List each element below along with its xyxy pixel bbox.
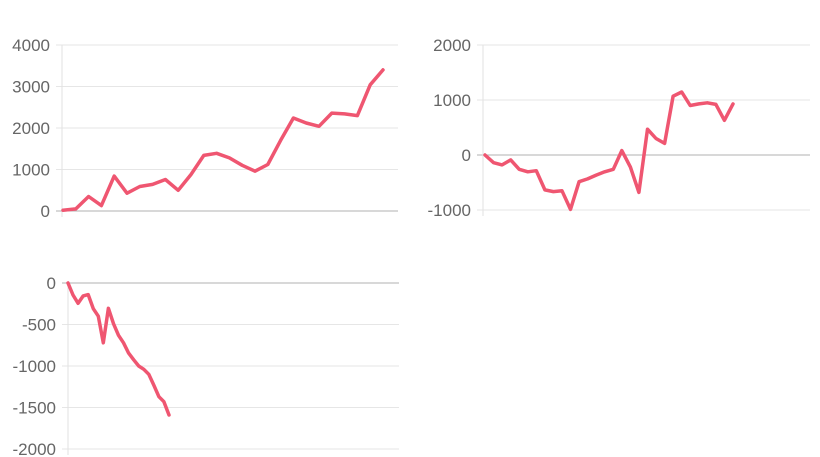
- line-chart-top-right: 2000 1000 0 -1000: [410, 0, 820, 230]
- bottom-left-line-chart-canvas: 0 -500 -1000 -1500 -2000: [13, 274, 399, 457]
- series-line: [483, 90, 735, 212]
- y-axis-tick-label: 0: [41, 202, 50, 221]
- series-line: [61, 68, 385, 212]
- y-axis-tick-label: 2000: [12, 119, 50, 138]
- y-axis-tick-label: 4000: [12, 36, 50, 55]
- y-axis-tick-label: 1000: [12, 161, 50, 180]
- y-axis-tick-label: -1000: [13, 357, 56, 376]
- y-axis-tick-label: 1000: [433, 91, 471, 110]
- y-axis-tick-label: 2000: [433, 36, 471, 55]
- y-axis-tick-label: 0: [47, 274, 56, 293]
- line-chart-bottom-left: 0 -500 -1000 -1500 -2000: [0, 240, 410, 457]
- y-axis-tick-label: -500: [22, 316, 56, 335]
- top-right-line-chart-canvas: 2000 1000 0 -1000: [428, 36, 810, 220]
- y-axis-tick-label: -1000: [428, 201, 471, 220]
- y-axis-tick-label: 3000: [12, 78, 50, 97]
- line-chart-top-left: 4000 3000 2000 1000 0: [0, 0, 410, 230]
- y-axis-tick-label: -2000: [13, 440, 56, 457]
- y-axis-tick-label: 0: [462, 146, 471, 165]
- series-line: [66, 281, 171, 417]
- y-axis-tick-label: -1500: [13, 399, 56, 418]
- top-left-line-chart-canvas: 4000 3000 2000 1000 0: [12, 36, 398, 221]
